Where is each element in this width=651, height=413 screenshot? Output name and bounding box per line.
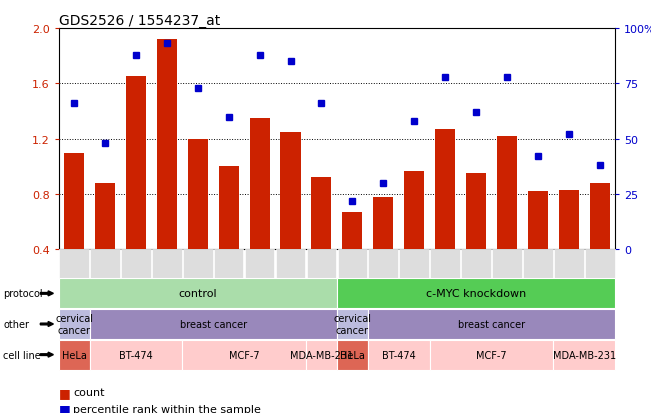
Text: ■: ■ (59, 402, 70, 413)
Text: MDA-MB-231: MDA-MB-231 (290, 350, 353, 360)
Text: c-MYC knockdown: c-MYC knockdown (426, 289, 526, 299)
Text: BT-474: BT-474 (119, 350, 153, 360)
Bar (404, 171, 424, 250)
Bar (281, 133, 301, 250)
Text: count: count (73, 387, 104, 397)
Text: ■: ■ (59, 386, 70, 399)
Text: MDA-MB-231: MDA-MB-231 (553, 350, 616, 360)
Text: cell line: cell line (3, 350, 41, 360)
Text: GDS2526 / 1554237_at: GDS2526 / 1554237_at (59, 14, 220, 28)
Text: BT-474: BT-474 (382, 350, 415, 360)
Text: HeLa: HeLa (62, 350, 87, 360)
Text: breast cancer: breast cancer (180, 319, 247, 329)
Bar (64, 153, 84, 250)
Bar (126, 77, 146, 250)
Bar (187, 140, 208, 250)
Bar (342, 213, 363, 250)
Bar (497, 137, 517, 250)
Bar (466, 174, 486, 250)
Bar (373, 197, 393, 250)
Text: cervical
cancer: cervical cancer (55, 313, 93, 335)
Bar (559, 190, 579, 250)
Bar (435, 130, 455, 250)
Bar (528, 192, 548, 250)
Bar (219, 167, 239, 250)
Bar (590, 183, 610, 250)
Bar (95, 183, 115, 250)
Text: cervical
cancer: cervical cancer (333, 313, 371, 335)
Text: control: control (178, 289, 217, 299)
Text: HeLa: HeLa (340, 350, 365, 360)
Text: MCF-7: MCF-7 (476, 350, 507, 360)
Text: percentile rank within the sample: percentile rank within the sample (73, 404, 261, 413)
Text: other: other (3, 319, 29, 329)
Text: protocol: protocol (3, 289, 43, 299)
Bar (311, 178, 331, 250)
Bar (157, 40, 177, 250)
Text: breast cancer: breast cancer (458, 319, 525, 329)
Bar (249, 119, 270, 250)
Text: MCF-7: MCF-7 (229, 350, 260, 360)
